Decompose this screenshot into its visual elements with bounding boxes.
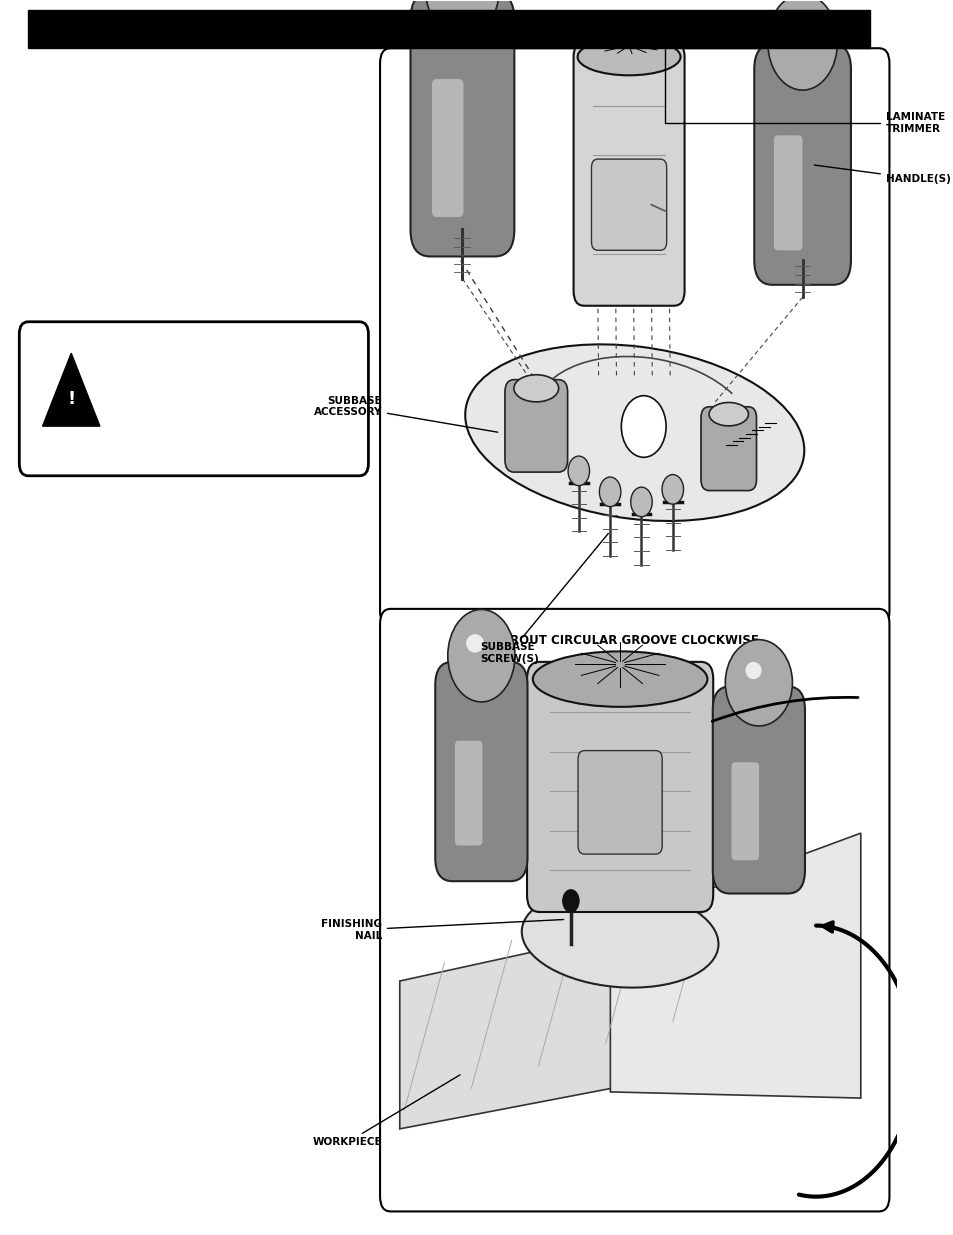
Polygon shape xyxy=(399,931,624,1129)
FancyBboxPatch shape xyxy=(773,136,801,251)
Ellipse shape xyxy=(533,651,707,706)
Polygon shape xyxy=(43,353,100,426)
FancyBboxPatch shape xyxy=(379,48,888,626)
Ellipse shape xyxy=(708,403,748,426)
Circle shape xyxy=(661,474,683,504)
FancyBboxPatch shape xyxy=(731,762,759,861)
FancyBboxPatch shape xyxy=(455,741,482,846)
FancyBboxPatch shape xyxy=(754,44,850,285)
Circle shape xyxy=(620,395,665,457)
Ellipse shape xyxy=(724,640,792,726)
FancyBboxPatch shape xyxy=(379,609,888,1212)
Text: HANDLE(S): HANDLE(S) xyxy=(814,165,950,184)
Ellipse shape xyxy=(514,374,558,401)
FancyBboxPatch shape xyxy=(19,322,368,475)
Text: LAMINATE
TRIMMER: LAMINATE TRIMMER xyxy=(664,47,944,133)
Ellipse shape xyxy=(466,634,483,652)
FancyBboxPatch shape xyxy=(578,751,661,855)
FancyBboxPatch shape xyxy=(504,379,567,472)
Circle shape xyxy=(562,890,578,911)
Ellipse shape xyxy=(447,610,515,701)
Text: SUBBASE
SCREW(S): SUBBASE SCREW(S) xyxy=(479,534,608,663)
Ellipse shape xyxy=(744,662,760,679)
FancyBboxPatch shape xyxy=(432,79,463,217)
Bar xyxy=(29,10,869,48)
Polygon shape xyxy=(610,834,860,1098)
Ellipse shape xyxy=(521,888,718,988)
FancyBboxPatch shape xyxy=(410,0,514,257)
Text: FINISHING
NAIL: FINISHING NAIL xyxy=(320,919,563,941)
Text: !: ! xyxy=(67,390,75,408)
FancyBboxPatch shape xyxy=(526,662,713,911)
Text: WORKPIECE: WORKPIECE xyxy=(312,1074,459,1147)
Ellipse shape xyxy=(767,0,837,90)
Ellipse shape xyxy=(786,21,804,40)
FancyBboxPatch shape xyxy=(712,687,804,893)
Circle shape xyxy=(630,487,652,516)
Ellipse shape xyxy=(465,345,803,521)
FancyBboxPatch shape xyxy=(591,159,666,251)
Text: SUBBASE
ACCESSORY: SUBBASE ACCESSORY xyxy=(314,395,497,432)
FancyBboxPatch shape xyxy=(573,42,684,306)
Ellipse shape xyxy=(425,0,498,40)
Circle shape xyxy=(598,477,620,506)
FancyBboxPatch shape xyxy=(700,406,756,490)
FancyBboxPatch shape xyxy=(435,662,527,882)
Ellipse shape xyxy=(577,38,679,75)
Circle shape xyxy=(567,456,589,485)
Text: ROUT CIRCULAR GROOVE CLOCKWISE: ROUT CIRCULAR GROOVE CLOCKWISE xyxy=(510,634,759,646)
